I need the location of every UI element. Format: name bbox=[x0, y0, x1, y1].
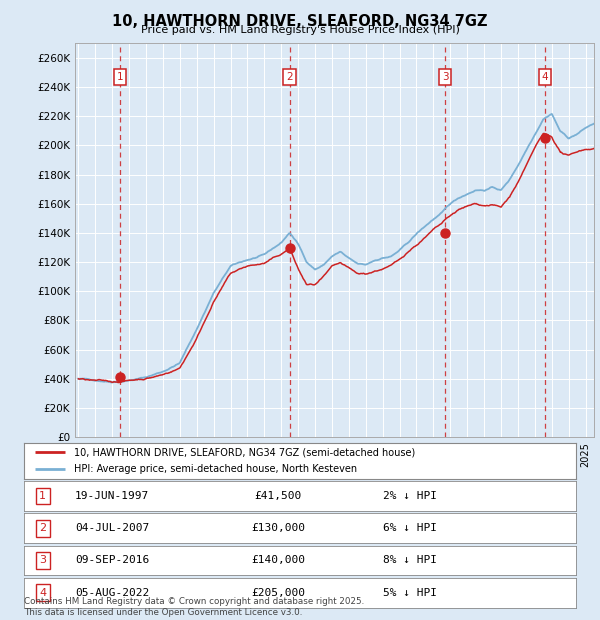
Text: Contains HM Land Registry data © Crown copyright and database right 2025.
This d: Contains HM Land Registry data © Crown c… bbox=[24, 598, 364, 617]
Text: £140,000: £140,000 bbox=[251, 556, 305, 565]
Text: 4: 4 bbox=[541, 72, 548, 82]
Text: 6% ↓ HPI: 6% ↓ HPI bbox=[383, 523, 437, 533]
Text: 1: 1 bbox=[39, 491, 46, 501]
Text: 8% ↓ HPI: 8% ↓ HPI bbox=[383, 556, 437, 565]
Text: 3: 3 bbox=[39, 556, 46, 565]
Text: £130,000: £130,000 bbox=[251, 523, 305, 533]
Text: 2% ↓ HPI: 2% ↓ HPI bbox=[383, 491, 437, 501]
Text: 09-SEP-2016: 09-SEP-2016 bbox=[75, 556, 149, 565]
Text: 05-AUG-2022: 05-AUG-2022 bbox=[75, 588, 149, 598]
Text: 2: 2 bbox=[39, 523, 46, 533]
Text: 19-JUN-1997: 19-JUN-1997 bbox=[75, 491, 149, 501]
Text: £41,500: £41,500 bbox=[254, 491, 302, 501]
Text: 5% ↓ HPI: 5% ↓ HPI bbox=[383, 588, 437, 598]
Text: 2: 2 bbox=[286, 72, 293, 82]
Text: 04-JUL-2007: 04-JUL-2007 bbox=[75, 523, 149, 533]
Text: 10, HAWTHORN DRIVE, SLEAFORD, NG34 7GZ (semi-detached house): 10, HAWTHORN DRIVE, SLEAFORD, NG34 7GZ (… bbox=[74, 448, 415, 458]
Text: 3: 3 bbox=[442, 72, 448, 82]
Text: £205,000: £205,000 bbox=[251, 588, 305, 598]
Text: 1: 1 bbox=[116, 72, 123, 82]
Text: Price paid vs. HM Land Registry's House Price Index (HPI): Price paid vs. HM Land Registry's House … bbox=[140, 25, 460, 35]
Text: HPI: Average price, semi-detached house, North Kesteven: HPI: Average price, semi-detached house,… bbox=[74, 464, 357, 474]
Text: 10, HAWTHORN DRIVE, SLEAFORD, NG34 7GZ: 10, HAWTHORN DRIVE, SLEAFORD, NG34 7GZ bbox=[112, 14, 488, 29]
Text: 4: 4 bbox=[39, 588, 46, 598]
